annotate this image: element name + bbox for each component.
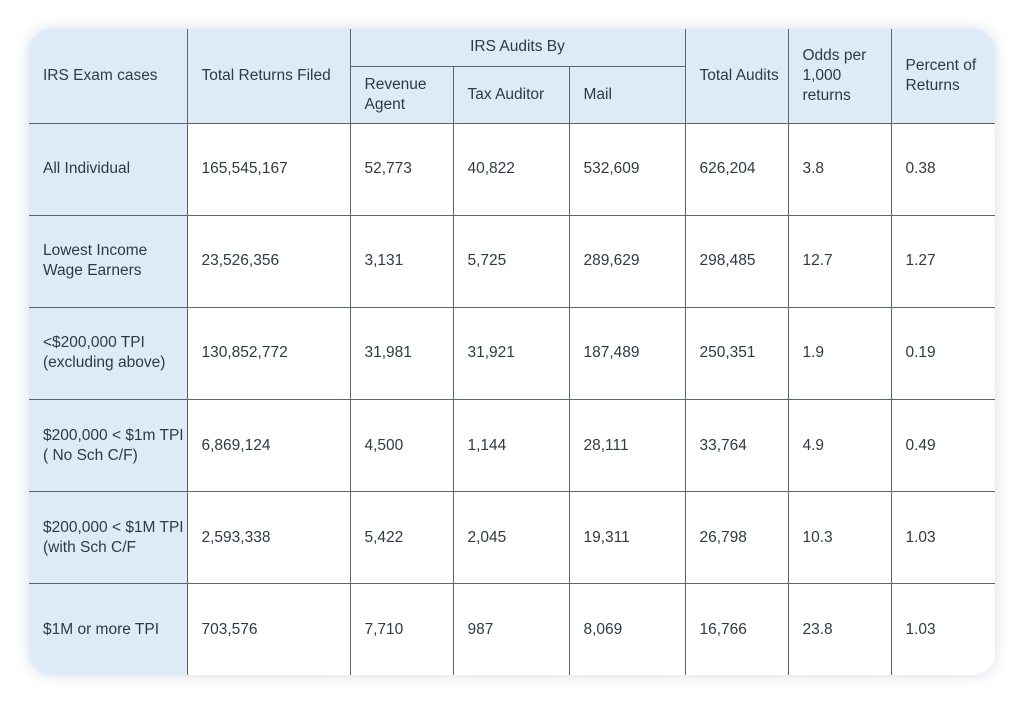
header-percent: Percent of Returns (890, 29, 995, 124)
cell-revenue-agent: 4,500 (349, 398, 454, 493)
cell-revenue-agent: 3,131 (349, 214, 454, 308)
header-revenue-agent: Revenue Agent (350, 65, 454, 124)
cell-mail: 8,069 (568, 583, 686, 675)
cell-tax-auditor: 1,144 (452, 398, 570, 493)
cell-total-returns: 130,852,772 (186, 306, 351, 400)
cell-total-audits: 33,764 (684, 398, 789, 493)
cell-mail: 289,629 (568, 214, 686, 308)
table-row: <$200,000 TPI (excluding above) 130,852,… (29, 306, 995, 400)
cell-total-audits: 26,798 (684, 491, 789, 585)
cell-total-audits: 250,351 (684, 306, 789, 400)
cell-percent: 0.19 (890, 306, 995, 400)
row-label: Lowest Income Wage Earners (29, 214, 188, 308)
cell-mail: 532,609 (568, 122, 686, 216)
table-row: $200,000 < $1m TPI ( No Sch C/F) 6,869,1… (29, 398, 995, 493)
cell-revenue-agent: 7,710 (349, 583, 454, 675)
cell-percent: 0.49 (890, 398, 995, 493)
cell-revenue-agent: 52,773 (349, 122, 454, 216)
header-odds: Odds per 1,000 returns (787, 29, 892, 124)
cell-percent: 1.03 (890, 583, 995, 675)
cell-percent: 0.38 (890, 122, 995, 216)
irs-audit-table: IRS Exam cases Total Returns Filed IRS A… (29, 29, 995, 675)
row-label: All Individual (29, 122, 188, 216)
cell-revenue-agent: 31,981 (349, 306, 454, 400)
audit-table-card: IRS Exam cases Total Returns Filed IRS A… (29, 29, 995, 675)
cell-odds: 4.9 (787, 398, 892, 493)
table-row: Lowest Income Wage Earners 23,526,356 3,… (29, 214, 995, 308)
cell-total-returns: 23,526,356 (186, 214, 351, 308)
cell-tax-auditor: 5,725 (452, 214, 570, 308)
cell-odds: 10.3 (787, 491, 892, 585)
cell-odds: 3.8 (787, 122, 892, 216)
table-row: $1M or more TPI 703,576 7,710 987 8,069 … (29, 583, 995, 675)
cell-total-audits: 16,766 (684, 583, 789, 675)
cell-tax-auditor: 2,045 (452, 491, 570, 585)
cell-total-returns: 2,593,338 (186, 491, 351, 585)
header-exam-cases: IRS Exam cases (29, 29, 188, 124)
cell-mail: 28,111 (568, 398, 686, 493)
header-audits-by: IRS Audits By (349, 29, 686, 67)
cell-tax-auditor: 31,921 (452, 306, 570, 400)
row-label: $200,000 < $1M TPI (with Sch C/F (29, 491, 188, 585)
table-row: All Individual 165,545,167 52,773 40,822… (29, 122, 995, 216)
cell-mail: 187,489 (568, 306, 686, 400)
cell-odds: 1.9 (787, 306, 892, 400)
cell-percent: 1.27 (890, 214, 995, 308)
cell-tax-auditor: 40,822 (452, 122, 570, 216)
cell-total-returns: 165,545,167 (186, 122, 351, 216)
cell-total-audits: 626,204 (684, 122, 789, 216)
row-label: $200,000 < $1m TPI ( No Sch C/F) (29, 398, 188, 493)
header-tax-auditor: Tax Auditor (452, 65, 570, 124)
cell-odds: 12.7 (787, 214, 892, 308)
cell-total-returns: 703,576 (186, 583, 351, 675)
cell-total-returns: 6,869,124 (186, 398, 351, 493)
cell-tax-auditor: 987 (452, 583, 570, 675)
row-label: <$200,000 TPI (excluding above) (29, 306, 188, 400)
cell-revenue-agent: 5,422 (349, 491, 454, 585)
cell-mail: 19,311 (568, 491, 686, 585)
cell-total-audits: 298,485 (684, 214, 789, 308)
header-total-audits: Total Audits (684, 29, 789, 124)
table-row: $200,000 < $1M TPI (with Sch C/F 2,593,3… (29, 491, 995, 585)
cell-percent: 1.03 (890, 491, 995, 585)
row-label: $1M or more TPI (29, 583, 188, 675)
header-total-returns: Total Returns Filed (186, 29, 351, 124)
cell-odds: 23.8 (787, 583, 892, 675)
header-mail: Mail (568, 65, 685, 124)
